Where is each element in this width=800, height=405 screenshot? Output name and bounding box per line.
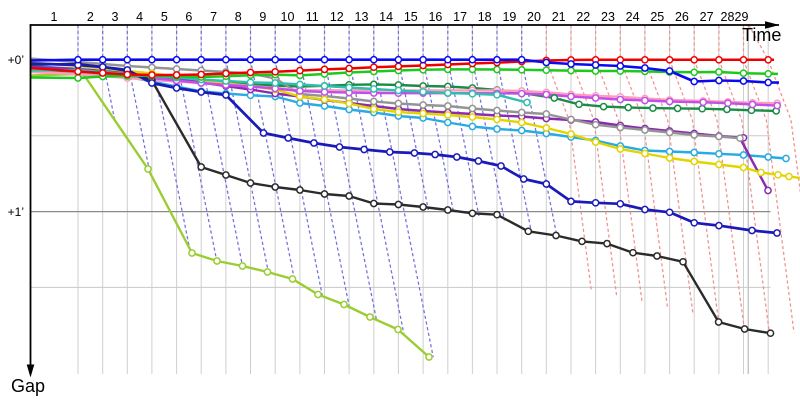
svg-text:25: 25 [650,10,664,24]
svg-text:13: 13 [355,10,369,24]
svg-text:8: 8 [235,10,242,24]
svg-text:19: 19 [502,10,516,24]
svg-text:3: 3 [112,10,119,24]
svg-text:23: 23 [601,10,615,24]
svg-text:11: 11 [306,10,319,24]
svg-text:Gap: Gap [11,376,45,396]
svg-text:7: 7 [210,10,217,24]
svg-text:28: 28 [721,10,735,24]
svg-text:1: 1 [51,10,58,24]
svg-text:14: 14 [379,10,393,24]
svg-text:29: 29 [735,10,749,24]
svg-text:4: 4 [136,10,143,24]
svg-text:24: 24 [626,10,640,24]
svg-text:+0’: +0’ [8,53,24,67]
svg-text:15: 15 [404,10,418,24]
svg-text:18: 18 [478,10,492,24]
svg-text:10: 10 [281,10,295,24]
svg-text:+1’: +1’ [8,205,24,219]
svg-text:20: 20 [527,10,541,24]
svg-text:6: 6 [185,10,192,24]
svg-text:12: 12 [330,10,344,24]
svg-text:26: 26 [675,10,689,24]
svg-text:2: 2 [87,10,94,24]
svg-text:16: 16 [428,10,442,24]
svg-text:22: 22 [576,10,590,24]
svg-text:Time: Time [742,25,781,45]
svg-text:5: 5 [161,10,168,24]
svg-text:27: 27 [700,10,714,24]
svg-text:9: 9 [259,10,266,24]
svg-text:21: 21 [552,10,566,24]
svg-text:17: 17 [453,10,467,24]
